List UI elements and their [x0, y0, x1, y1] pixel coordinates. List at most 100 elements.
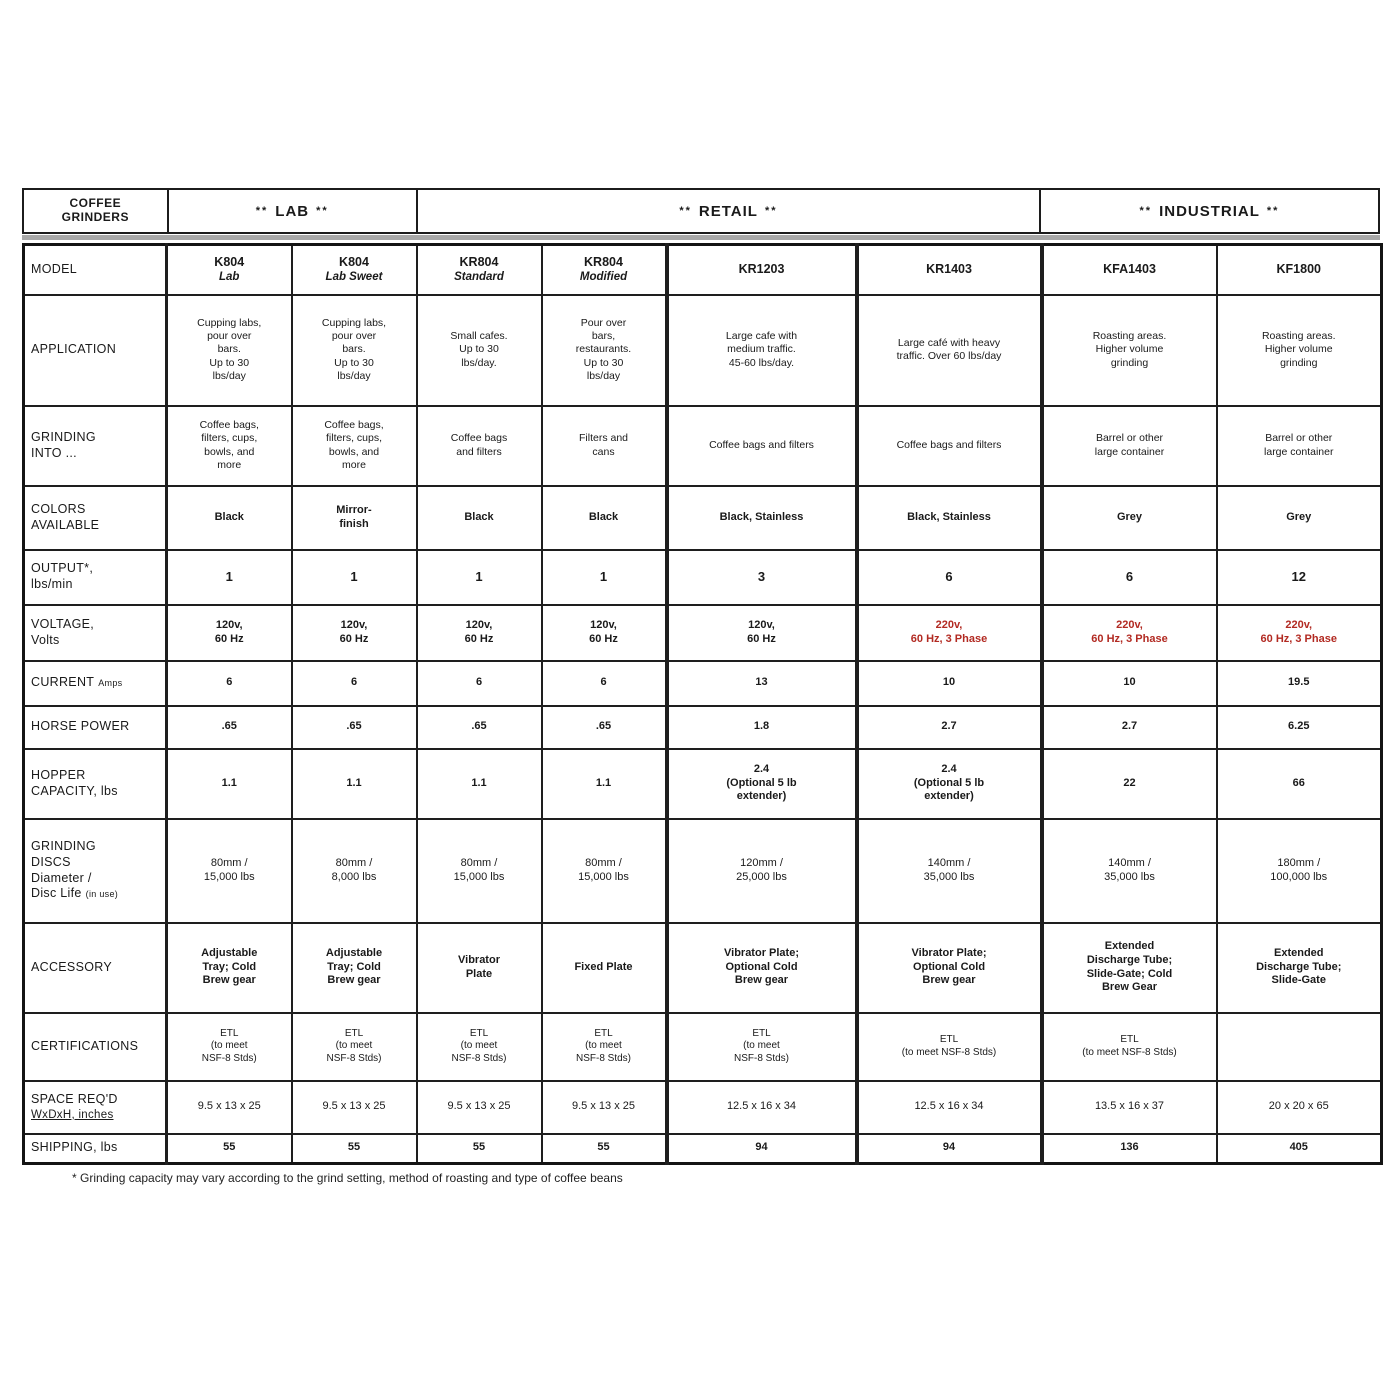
certifications-value: ETL (to meet NSF-8 Stds) [165, 1011, 293, 1082]
decor-asterisks: ** [1266, 205, 1280, 217]
model-value: KF1800 [1215, 243, 1383, 296]
certifications-value: ETL (to meet NSF-8 Stds) [1039, 1011, 1218, 1082]
certifications-value: ETL (to meet NSF-8 Stds) [415, 1011, 543, 1082]
grinding-discs-value: 80mm / 15,000 lbs [415, 817, 543, 924]
current-value: 6 [415, 659, 543, 707]
colors-value: Grey [1215, 484, 1383, 551]
row-label-hopper-capacity: HOPPER CAPACITY, lbs [22, 747, 168, 820]
output-value: 12 [1215, 548, 1383, 606]
horse-power-value: .65 [540, 704, 668, 750]
row-label-model: MODEL [22, 243, 168, 296]
spec-sheet: COFFEE GRINDERS ** LAB ** ** RETAIL ** ** IND… [22, 188, 1383, 1185]
horse-power-value: .65 [290, 704, 418, 750]
row-label-accessory: ACCESSORY [22, 921, 168, 1014]
accessory-value: Extended Discharge Tube; Slide-Gate [1215, 921, 1383, 1014]
hopper-capacity-value: 2.4 (Optional 5 lb extender) [664, 747, 858, 820]
row-label-output: OUTPUT*, lbs/min [22, 548, 168, 606]
table-row-space-reqd: SPACE REQ'D WxDxH, inches 9.5 x 13 x 25 9.5… [22, 1079, 1383, 1135]
voltage-value: 120v, 60 Hz [540, 603, 668, 662]
voltage-value: 120v, 60 Hz [165, 603, 293, 662]
certifications-value: ETL (to meet NSF-8 Stds) [540, 1011, 668, 1082]
grinding-into-value: Filters and cans [540, 404, 668, 487]
certifications-value: ETL (to meet NSF-8 Stds) [290, 1011, 418, 1082]
table-row-voltage: VOLTAGE, Volts 120v, 60 Hz 120v, 60 Hz 120v… [22, 603, 1383, 662]
group-label-lab: LAB [275, 202, 310, 220]
grinding-into-value: Coffee bags and filters [415, 404, 543, 487]
hopper-capacity-value: 1.1 [165, 747, 293, 820]
application-value: Pour over bars, restaurants. Up to 30 lb… [540, 293, 668, 407]
hopper-capacity-value: 1.1 [290, 747, 418, 820]
group-label-retail: RETAIL [698, 202, 758, 220]
row-label-colors: COLORS AVAILABLE [22, 484, 168, 551]
output-value: 1 [290, 548, 418, 606]
space-reqd-value: 12.5 x 16 x 34 [854, 1079, 1043, 1135]
grinding-into-value: Coffee bags, filters, cups, bowls, and m… [165, 404, 293, 487]
current-value: 10 [1039, 659, 1218, 707]
application-value: Roasting areas. Higher volume grinding [1215, 293, 1383, 407]
grinding-into-value: Coffee bags and filters [664, 404, 858, 487]
output-value: 6 [1039, 548, 1218, 606]
table-row-hopper-capacity: HOPPER CAPACITY, lbs 1.1 1.1 1.1 1.1 2.4 (Opt… [22, 747, 1383, 820]
row-label-certifications: CERTIFICATIONS [22, 1011, 168, 1082]
hopper-capacity-value: 22 [1039, 747, 1218, 820]
horse-power-value: 6.25 [1215, 704, 1383, 750]
footnote: * Grinding capacity may vary according t… [72, 1171, 623, 1185]
table-row-shipping: SHIPPING, lbs 55 55 55 55 94 94 136 405 [22, 1132, 1383, 1165]
model-value: KR1403 [854, 243, 1043, 296]
certifications-value [1215, 1011, 1383, 1082]
colors-value: Black, Stainless [664, 484, 858, 551]
spec-table: MODEL K804 Lab K804 Lab Sweet KR804 Standard KR… [22, 243, 1383, 1165]
table-row-output: OUTPUT*, lbs/min 1 1 1 1 3 6 6 12 [22, 548, 1383, 606]
application-value: Small cafes. Up to 30 lbs/day. [415, 293, 543, 407]
output-value: 1 [415, 548, 543, 606]
grinding-discs-value: 140mm / 35,000 lbs [1039, 817, 1218, 924]
model-value: KR804 Modified [540, 243, 668, 296]
grinding-into-value: Barrel or other large container [1215, 404, 1383, 487]
decor-asterisks: ** [1139, 205, 1153, 217]
model-value: K804 Lab Sweet [290, 243, 418, 296]
accessory-value: Vibrator Plate; Optional Cold Brew gear [664, 921, 858, 1014]
shipping-value: 55 [415, 1132, 543, 1165]
colors-value: Black [415, 484, 543, 551]
row-label-application: APPLICATION [22, 293, 168, 407]
accessory-value: Extended Discharge Tube; Slide-Gate; Col… [1039, 921, 1218, 1014]
grinding-discs-value: 180mm / 100,000 lbs [1215, 817, 1383, 924]
decor-asterisks: ** [255, 205, 269, 217]
row-label-shipping: SHIPPING, lbs [22, 1132, 168, 1165]
accessory-value: Adjustable Tray; Cold Brew gear [290, 921, 418, 1014]
decor-asterisks: ** [679, 205, 692, 217]
space-reqd-value: 12.5 x 16 x 34 [664, 1079, 858, 1135]
group-header-lab: ** LAB ** [166, 190, 416, 232]
grinding-discs-value: 120mm / 25,000 lbs [664, 817, 858, 924]
shipping-value: 55 [165, 1132, 293, 1165]
table-row-application: APPLICATION Cupping labs, pour over bars.… [22, 293, 1383, 407]
grinding-discs-value: 80mm / 8,000 lbs [290, 817, 418, 924]
horse-power-value: 2.7 [854, 704, 1043, 750]
table-row-horse-power: HORSE POWER .65.65.65.65 1.8 2.7 2.7 6.25 [22, 704, 1383, 750]
accessory-value: Vibrator Plate; Optional Cold Brew gear [854, 921, 1043, 1014]
current-value: 13 [664, 659, 858, 707]
voltage-value: 120v, 60 Hz [290, 603, 418, 662]
model-value: KR804 Standard [415, 243, 543, 296]
table-row-colors: COLORS AVAILABLE Black Mirror- finish Black… [22, 484, 1383, 551]
voltage-value: 220v, 60 Hz, 3 Phase [1215, 603, 1383, 662]
space-reqd-value: 9.5 x 13 x 25 [165, 1079, 293, 1135]
output-value: 6 [854, 548, 1043, 606]
table-row-accessory: ACCESSORY Adjustable Tray; Cold Brew gear… [22, 921, 1383, 1014]
hopper-capacity-value: 66 [1215, 747, 1383, 820]
current-value: 6 [165, 659, 293, 707]
grinding-discs-value: 80mm / 15,000 lbs [540, 817, 668, 924]
application-value: Roasting areas. Higher volume grinding [1039, 293, 1218, 407]
decor-asterisks: ** [764, 205, 778, 217]
model-value: KR1203 [664, 243, 858, 296]
row-label-grinding-discs: GRINDING DISCS Diameter / Disc Life (in u… [22, 817, 168, 924]
row-label-space-reqd: SPACE REQ'D WxDxH, inches [22, 1079, 168, 1135]
application-value: Cupping labs, pour over bars. Up to 30 l… [165, 293, 293, 407]
table-row-model: MODEL K804 Lab K804 Lab Sweet KR804 Standard KR… [22, 243, 1383, 296]
row-label-current: CURRENT Amps [22, 659, 168, 707]
colors-value: Black, Stainless [854, 484, 1043, 551]
grinding-into-value: Coffee bags, filters, cups, bowls, and m… [290, 404, 418, 487]
shipping-value: 94 [854, 1132, 1043, 1165]
output-value: 1 [165, 548, 293, 606]
space-reqd-value: 13.5 x 16 x 37 [1039, 1079, 1218, 1135]
